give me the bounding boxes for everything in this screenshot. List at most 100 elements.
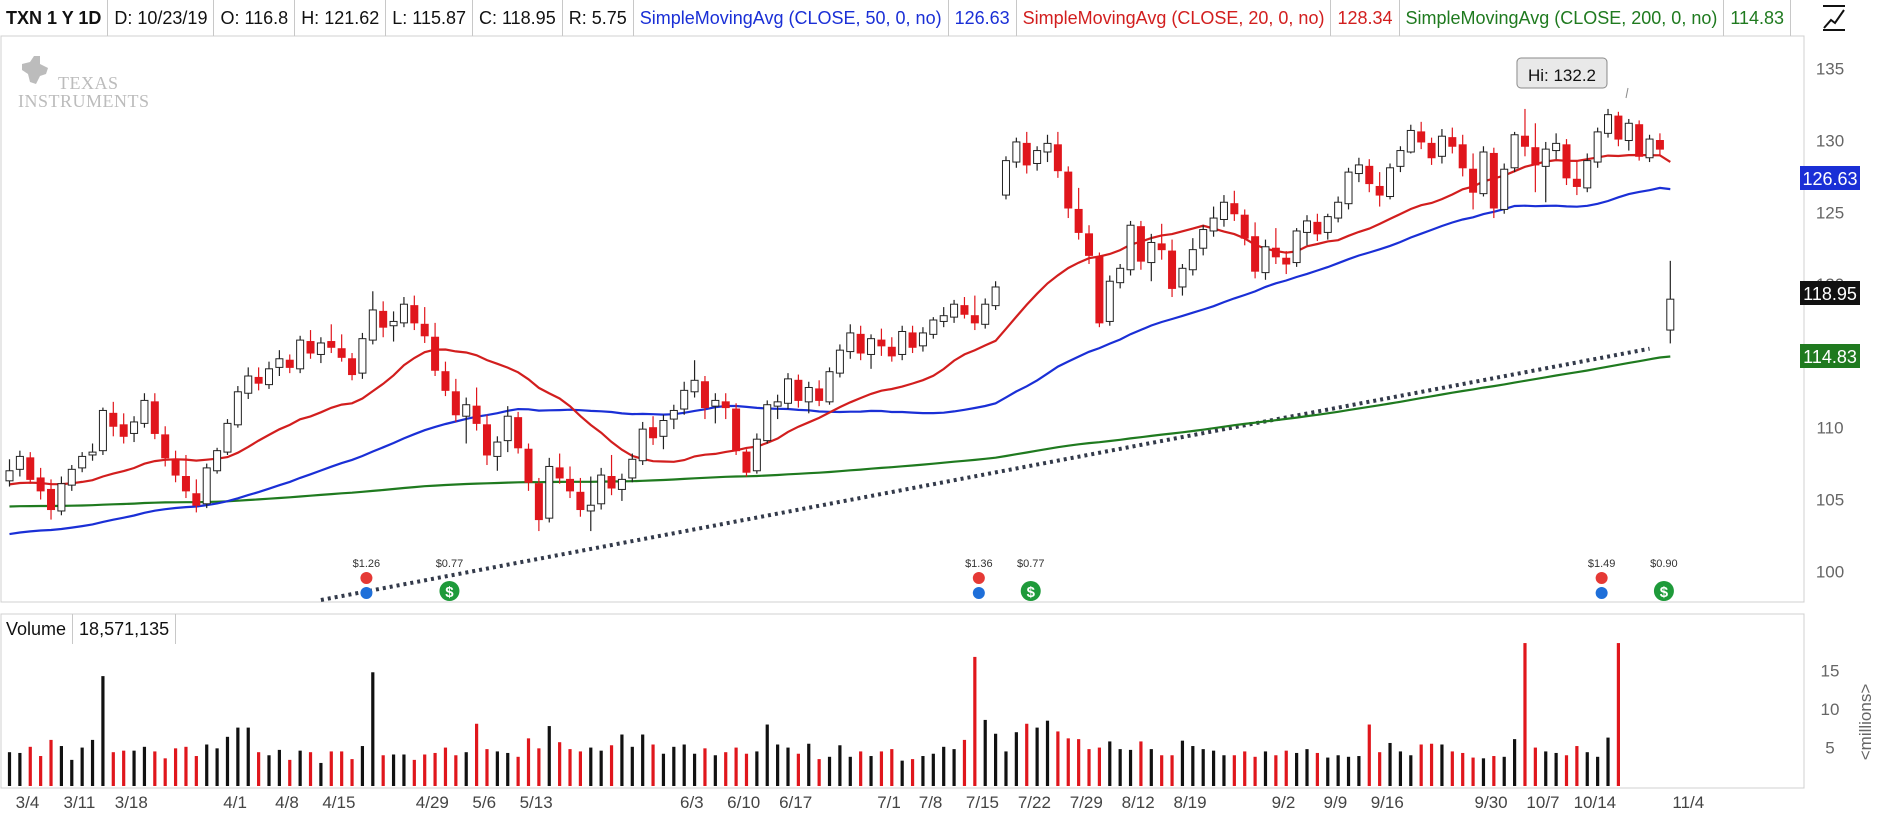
volume-tick-label: 10 [1821, 700, 1840, 719]
volume-bar [1492, 756, 1496, 786]
candle-body [1178, 267, 1187, 288]
candle-body [825, 371, 834, 403]
candle-body [1614, 115, 1623, 140]
volume-bar [184, 746, 188, 786]
volume-bar [215, 748, 219, 786]
volume-bar [516, 756, 520, 786]
volume-bar [1450, 751, 1454, 786]
volume-bar [661, 753, 666, 786]
volume-bar [692, 753, 697, 786]
dividend-icon [1653, 581, 1674, 601]
date-tick-label: 7/29 [1070, 793, 1103, 812]
volume-bar [869, 756, 873, 786]
date-tick-label: 9/2 [1272, 793, 1296, 812]
earnings-icon [1595, 572, 1608, 584]
price-tags: 126.63 118.95 114.83 [1800, 166, 1860, 368]
candle-body [1116, 267, 1125, 284]
volume-bar [18, 752, 22, 786]
volume-bar [1378, 752, 1382, 786]
volume-bar [485, 749, 489, 786]
event-value-label: $1.26 [353, 558, 381, 570]
volume-bar [1502, 756, 1506, 786]
candle-body [1240, 214, 1249, 239]
price-tick-label: 135 [1816, 60, 1844, 79]
candle-body [794, 379, 803, 401]
candle-body [638, 428, 647, 462]
candle-body [1188, 249, 1197, 271]
sma50-label[interactable]: SimpleMovingAvg (CLOSE, 50, 0, no) [634, 0, 949, 36]
candle-body [1479, 151, 1488, 195]
event-markers: $1.26 $0.77 $ $1.36 $0.77 $ $1.49 $0.90 $ [353, 558, 1678, 601]
volume-bar [475, 723, 479, 786]
volume-bar [1346, 756, 1351, 786]
candle-body [306, 341, 315, 354]
volume-bar [1274, 755, 1278, 786]
candle-body [1313, 221, 1322, 235]
candle-body [1219, 201, 1228, 220]
date-tick-label: 7/8 [919, 793, 943, 812]
candle-body [410, 305, 419, 324]
date-tick-label: 10/7 [1526, 793, 1559, 812]
candle-body [1199, 229, 1208, 249]
volume-bar [49, 739, 53, 786]
close-label: C: 118.95 [473, 0, 563, 36]
candle-body [78, 455, 87, 469]
date-tick-label: 4/15 [322, 793, 355, 812]
candle-body [1323, 216, 1332, 233]
candle-body [991, 286, 1000, 307]
date-tick-label: 8/19 [1174, 793, 1207, 812]
candle-body [1271, 247, 1280, 258]
candle-body [721, 401, 730, 409]
sma20-line [9, 153, 1671, 486]
volume-value: 18,571,135 [73, 614, 177, 644]
volume-bar [132, 750, 136, 786]
candle-body [1386, 167, 1395, 198]
volume-bar [360, 746, 365, 786]
volume-bar [205, 744, 209, 786]
volume-bar [651, 744, 655, 786]
volume-bar [1180, 740, 1185, 786]
volume-bar [464, 752, 468, 786]
symbol-label[interactable]: TXN 1 Y 1D [0, 0, 109, 36]
volume-bar [1440, 744, 1444, 786]
candle-body [1624, 122, 1633, 142]
info-icon [360, 587, 373, 599]
price-tick-label: 100 [1816, 562, 1844, 581]
volume-bar [1471, 757, 1475, 786]
candle-body [130, 421, 139, 434]
volume-bar [7, 752, 12, 786]
volume-bar [506, 752, 510, 786]
volume-bar [942, 746, 946, 786]
volume-bar [589, 747, 593, 786]
volume-bar [558, 742, 562, 786]
volume-bar [973, 656, 977, 786]
drawing-tool-icon[interactable] [1819, 4, 1849, 32]
candle-body [617, 478, 626, 490]
candle-body [1593, 131, 1602, 163]
candle-body [659, 420, 668, 437]
candle-body [1064, 171, 1073, 209]
last-price-tag: 118.95 [1803, 284, 1857, 304]
candlesticks [5, 108, 1675, 532]
candle-body [555, 467, 564, 479]
volume-header: Volume 18,571,135 [0, 614, 177, 644]
volume-bar [599, 750, 603, 786]
candle-body [1572, 178, 1581, 187]
volume-bar [28, 746, 32, 786]
sma200-label[interactable]: SimpleMovingAvg (CLOSE, 200, 0, no) [1400, 0, 1725, 36]
candle-body [171, 458, 180, 476]
candle-body [524, 448, 533, 483]
sma20-label[interactable]: SimpleMovingAvg (CLOSE, 20, 0, no) [1017, 0, 1332, 36]
date-tick-label: 3/4 [16, 793, 40, 812]
volume-bar [838, 745, 842, 786]
candle-body [233, 391, 242, 426]
event-value-label: $0.77 [436, 558, 464, 570]
volume-label: Volume [0, 614, 74, 644]
price-tick-label: 105 [1816, 490, 1844, 509]
candle-body [1365, 165, 1374, 185]
volume-bar [1295, 752, 1299, 786]
candle-body [213, 450, 222, 472]
volume-bar [122, 750, 126, 786]
volume-bar [423, 754, 427, 786]
candle-body [784, 378, 792, 404]
